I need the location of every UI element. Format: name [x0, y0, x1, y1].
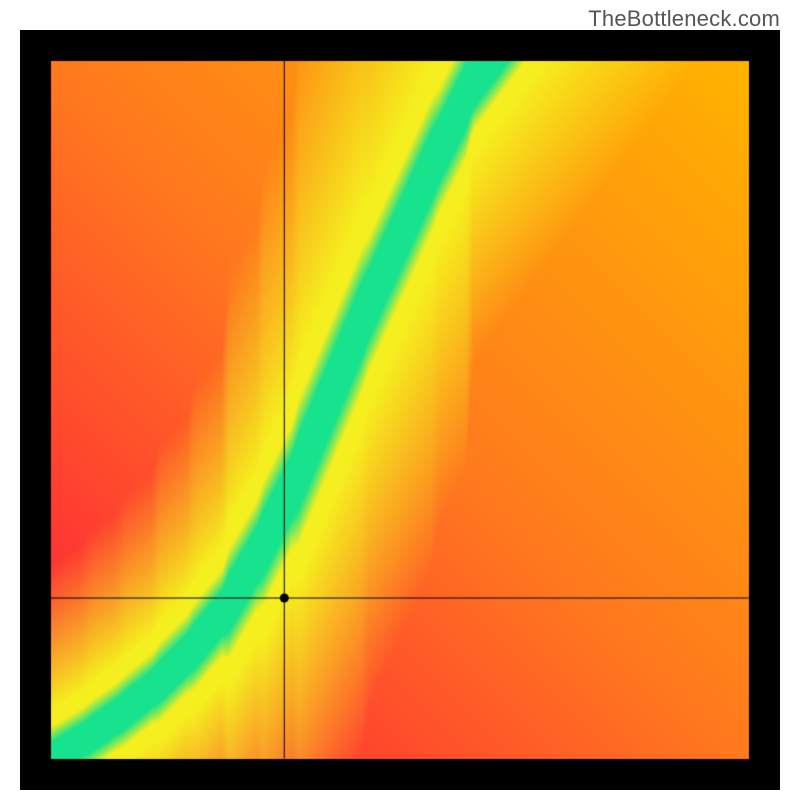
watermark-text: TheBottleneck.com — [588, 6, 780, 32]
chart-container: { "watermark": { "text": "TheBottleneck.… — [0, 0, 800, 800]
bottleneck-heatmap — [20, 30, 780, 790]
